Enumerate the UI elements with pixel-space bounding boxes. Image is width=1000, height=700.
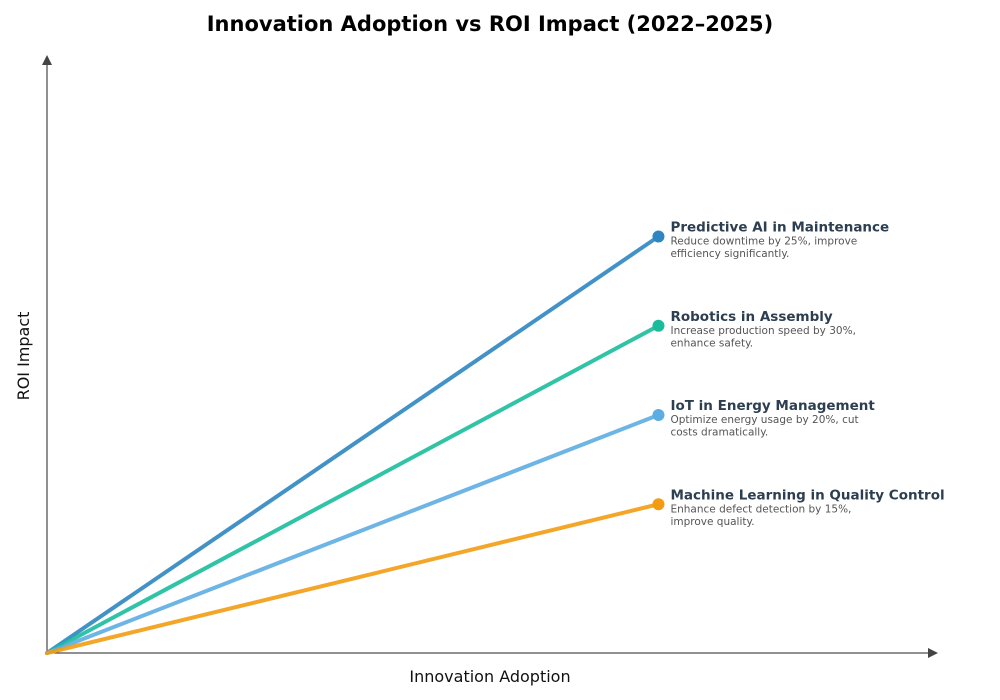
series-line: [45, 323, 661, 655]
series-label: Predictive AI in Maintenance: [670, 220, 889, 236]
series-description: Optimize energy usage by 20%, cut: [670, 414, 858, 426]
series-endpoint: [652, 409, 665, 421]
series-description: enhance safety.: [670, 337, 753, 349]
series-description: efficiency significantly.: [670, 248, 789, 260]
series-endpoint: [652, 230, 665, 243]
series-description: Enhance defect detection by 15%,: [670, 503, 851, 515]
series-endpoint: [652, 498, 665, 511]
series-label: Machine Learning in Quality Control: [670, 487, 944, 503]
series-description: Increase production speed by 30%,: [670, 325, 855, 337]
series-description: Reduce downtime by 25%, improve: [670, 236, 857, 248]
chart-title: Innovation Adoption vs ROI Impact (2022–…: [207, 12, 774, 36]
series-label: Robotics in Assembly: [670, 309, 832, 325]
series-line: [45, 234, 661, 655]
series-label: IoT in Energy Management: [670, 398, 875, 414]
series-endpoint: [652, 319, 665, 332]
series-description: improve quality.: [670, 516, 754, 528]
series-description: costs dramatically.: [670, 427, 768, 439]
y-axis-label: ROI Impact: [14, 312, 33, 401]
x-axis-label: Innovation Adoption: [409, 667, 570, 686]
series-line: [45, 502, 661, 655]
y-axis-arrow-icon: [42, 55, 52, 65]
series-line: [45, 413, 661, 655]
x-axis-arrow-icon: [928, 648, 938, 658]
